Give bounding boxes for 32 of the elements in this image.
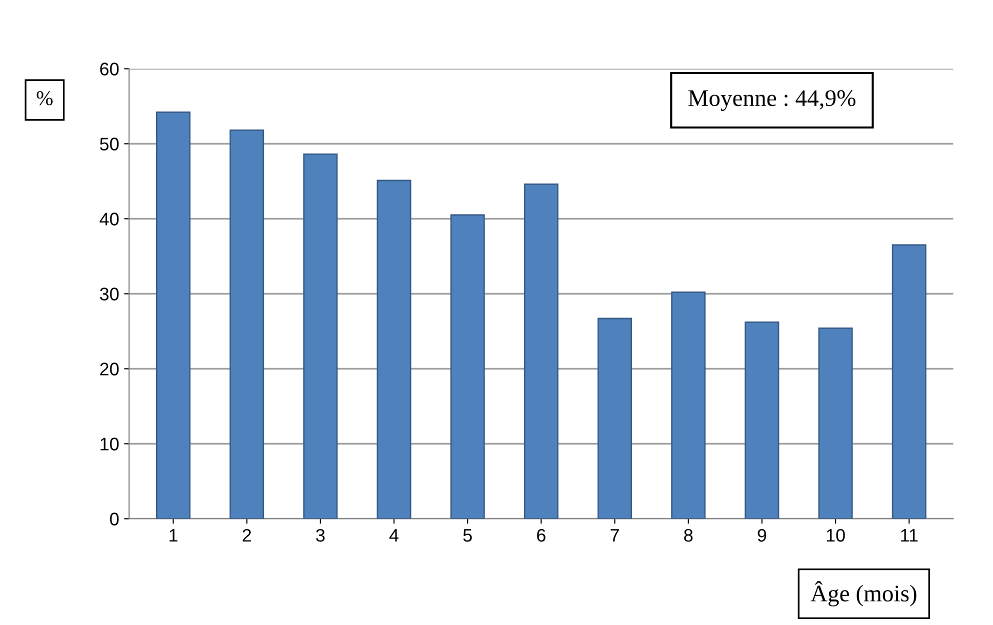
x-axis-title: Âge (mois) [810, 581, 916, 606]
x-tick-label: 11 [901, 529, 918, 542]
y-tick-label: 20 [100, 362, 119, 376]
bar [744, 322, 780, 519]
bar [230, 130, 264, 519]
bar [376, 180, 412, 519]
annotation: Moyenne : 44,9% [688, 90, 856, 111]
x-tick-label: 5 [463, 529, 472, 542]
x-tick-label: 2 [242, 528, 251, 542]
bar [818, 328, 853, 519]
x-tick-label: 8 [684, 528, 693, 542]
x-tick-label: 10 [826, 528, 845, 542]
y-tick-label: 50 [100, 138, 119, 150]
y-tick-label: 30 [100, 288, 119, 300]
bar [892, 244, 926, 519]
bar [303, 154, 338, 519]
x-tick-label: 3 [316, 528, 325, 542]
y-tick-label: 10 [100, 438, 119, 450]
x-tick-label: 6 [537, 528, 546, 542]
x-tick-label: 4 [389, 529, 398, 542]
x-tick-label: 7 [610, 529, 619, 542]
x-tick-label: 1 [170, 529, 178, 542]
y-tick-label: 60 [100, 62, 119, 76]
y-tick-label: 0 [110, 512, 119, 526]
bar [598, 318, 632, 519]
bar [156, 112, 190, 519]
x-tick-label: 9 [758, 528, 766, 542]
y-axis-title: % [36, 91, 53, 106]
bar [450, 214, 485, 519]
y-tick-label: 40 [100, 212, 119, 226]
bar [671, 292, 706, 519]
bar [524, 184, 558, 519]
